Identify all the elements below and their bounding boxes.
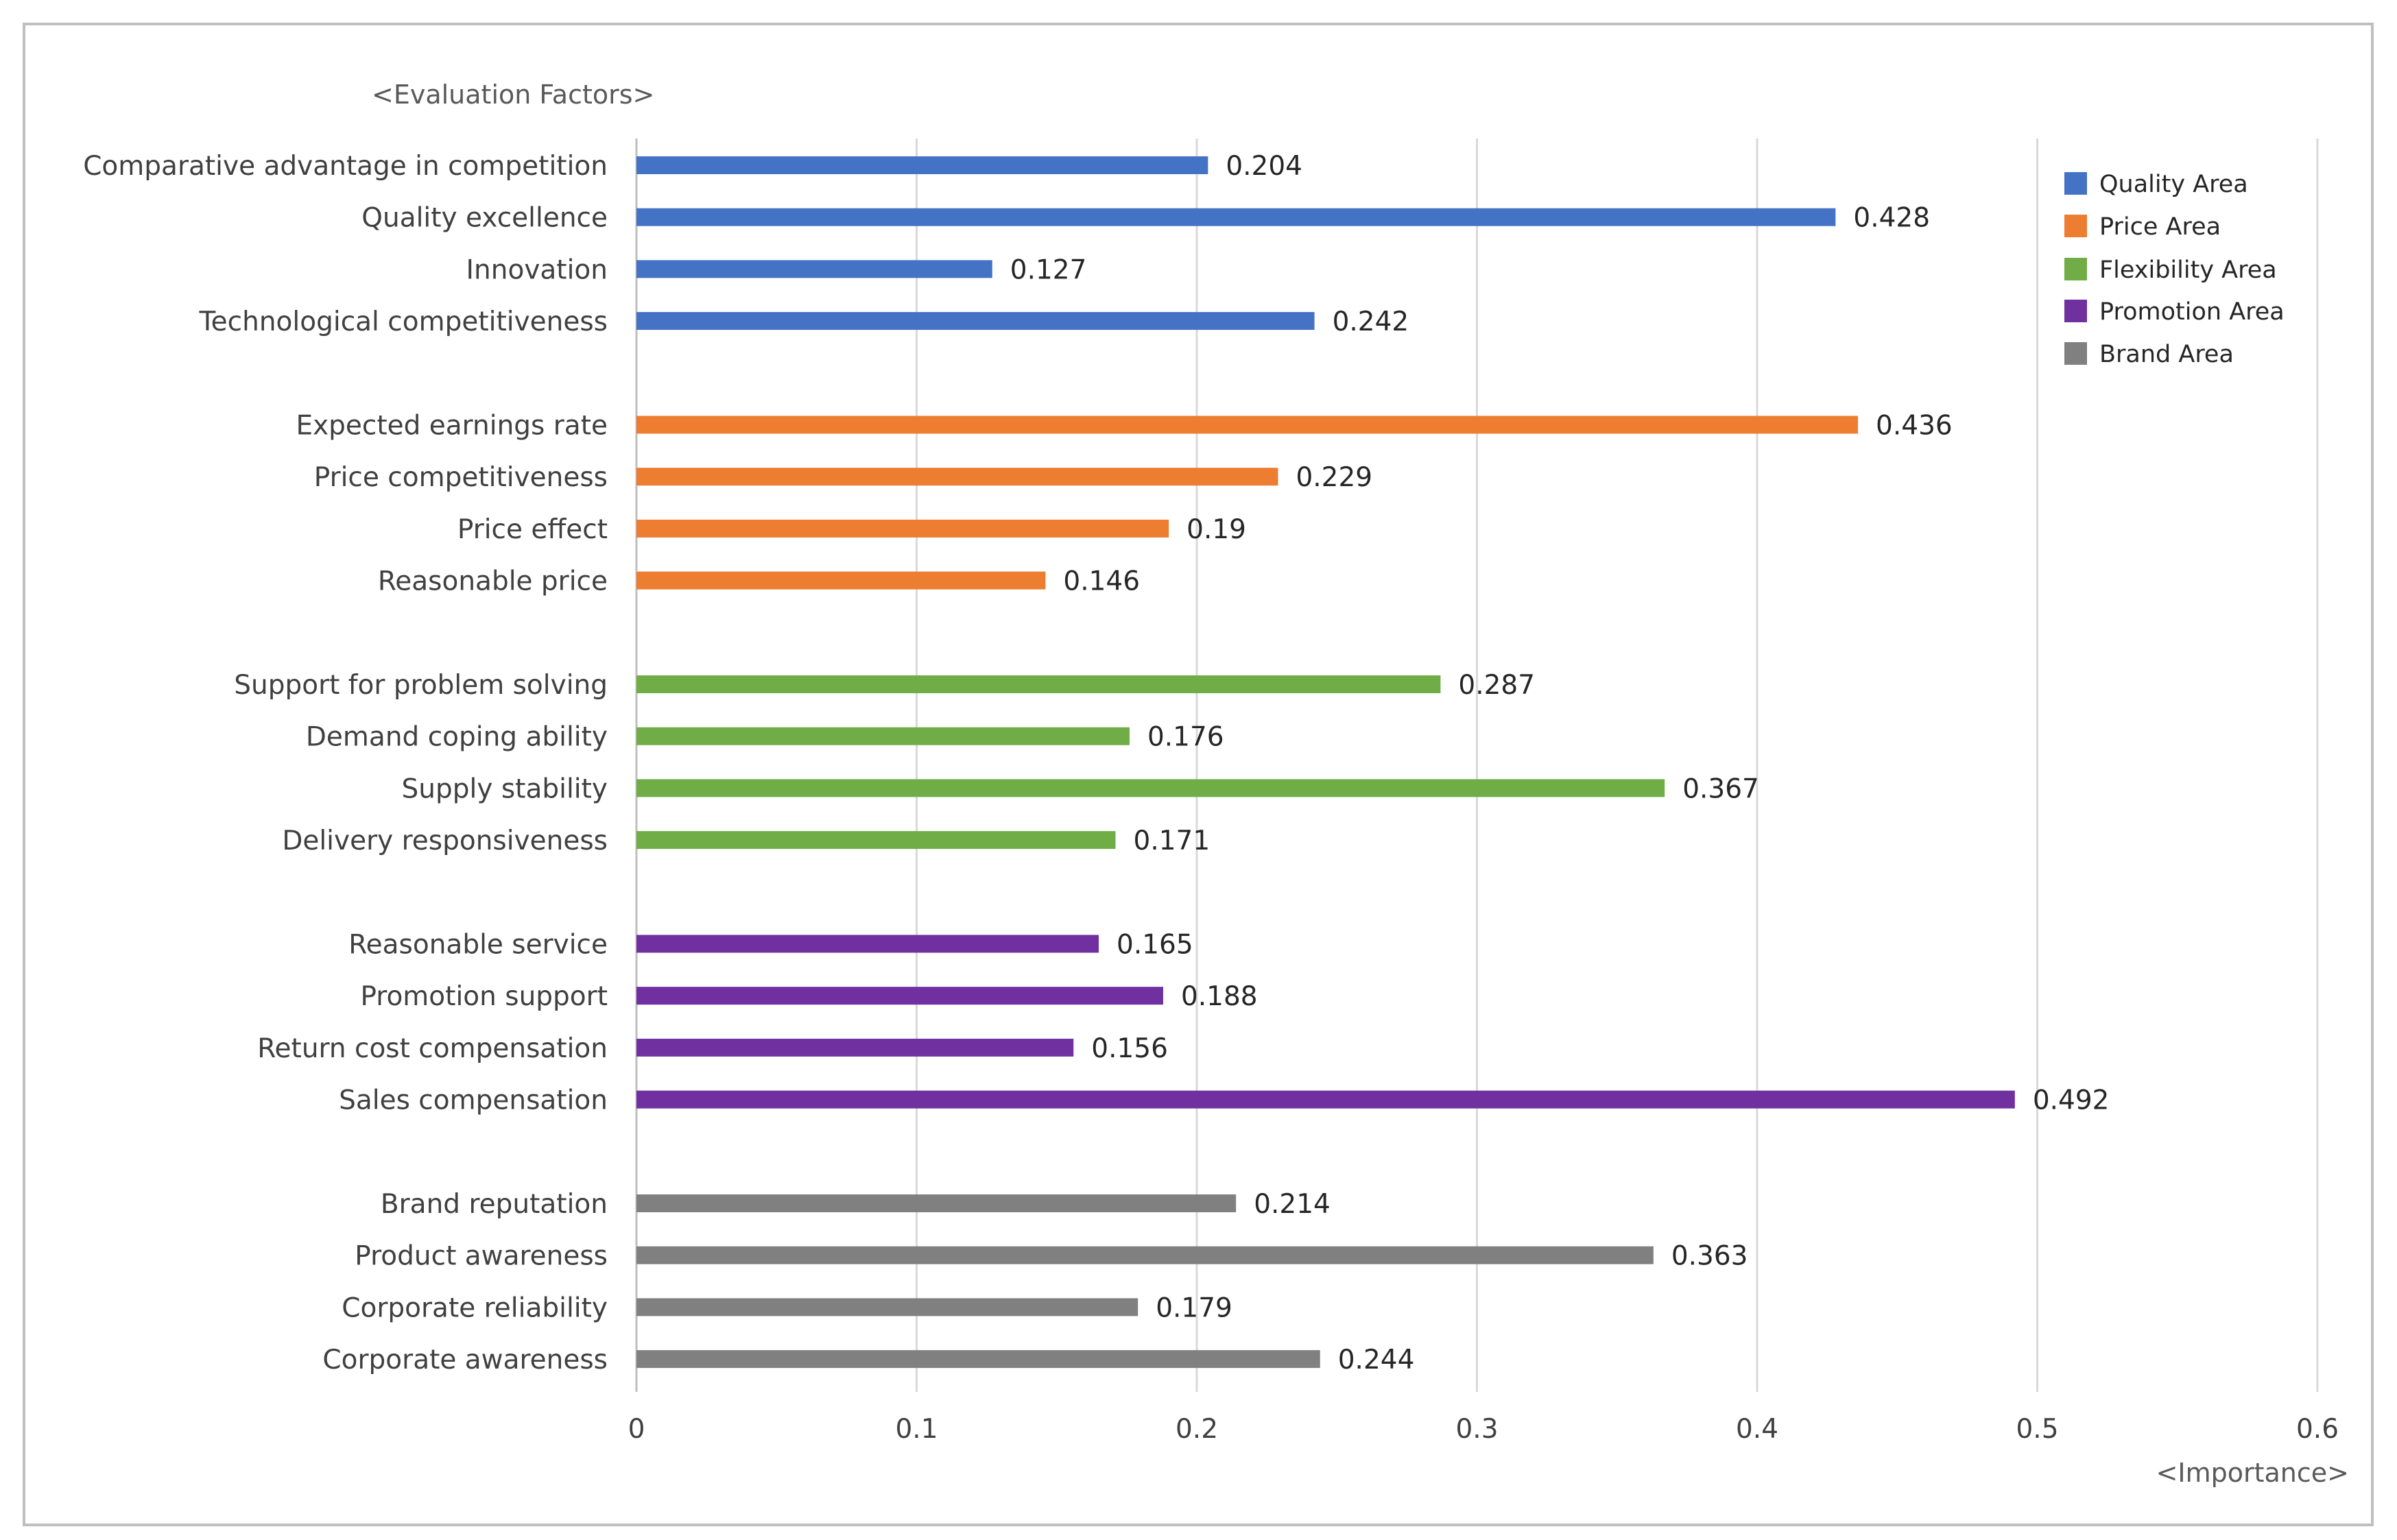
category-label: Return cost compensation [257,1033,608,1064]
bar [636,779,1665,797]
data-label: 0.287 [1458,670,1535,701]
data-label: 0.367 [1682,773,1759,804]
legend-swatch [2064,342,2087,365]
bar [636,1298,1138,1316]
data-label: 0.19 [1186,514,1246,545]
bar [636,1246,1654,1264]
data-label: 0.214 [1254,1189,1331,1220]
bar [636,831,1116,850]
x-tick-label: 0.4 [1736,1414,1778,1445]
legend-label: Promotion Area [2099,298,2285,326]
category-label: Expected earnings rate [296,411,608,442]
category-label: Corporate reliability [342,1292,608,1323]
data-label: 0.171 [1134,826,1211,856]
bars [636,156,2015,1369]
category-label: Promotion support [360,981,608,1012]
legend-label: Price Area [2099,213,2221,241]
gridlines [635,139,2319,1392]
data-label: 0.242 [1333,306,1409,337]
x-tick-labels: 0 0.1 0.2 0.3 0.4 0.5 0.6 [628,1414,2339,1445]
category-label: Reasonable price [378,566,608,597]
category-label: Price effect [457,514,608,545]
category-label: Quality excellence [361,203,608,234]
category-label: Delivery responsiveness [282,826,608,856]
category-label: Demand coping ability [306,722,608,753]
data-label: 0.146 [1063,566,1140,597]
bar [636,1038,1074,1057]
category-label: Reasonable service [348,930,608,961]
category-label: Supply stability [402,773,608,804]
data-label: 0.363 [1671,1241,1748,1272]
bar [636,208,1836,226]
chart-frame [23,23,2374,1526]
legend-swatch [2064,258,2087,280]
bar [636,987,1163,1005]
x-tick-label: 0.6 [2296,1414,2339,1445]
bar [636,260,992,278]
category-label: Comparative advantage in competition [83,151,608,182]
data-label: 0.176 [1147,722,1224,753]
data-label: 0.436 [1876,411,1953,442]
bar [636,1350,1320,1369]
x-tick-label: 0.2 [1176,1414,1218,1445]
x-tick-label: 0.3 [1455,1414,1498,1445]
bar [636,727,1130,745]
category-label: Sales compensation [339,1085,608,1116]
bar [636,312,1315,330]
bar [636,571,1046,590]
data-label: 0.188 [1181,981,1258,1012]
bar [636,519,1169,538]
bar [636,1194,1237,1212]
data-label: 0.204 [1226,151,1302,182]
legend-label: Brand Area [2099,341,2234,368]
x-tick-label: 0.5 [2016,1414,2058,1445]
category-label: Support for problem solving [234,670,608,701]
x-tick-label: 0.1 [895,1414,938,1445]
data-label: 0.165 [1117,930,1193,961]
y-axis-title: <Evaluation Factors> [372,80,654,110]
data-label: 0.428 [1853,203,1930,234]
category-labels: Comparative advantage in competition Qual… [83,151,608,1375]
data-label: 0.244 [1338,1345,1415,1375]
category-label: Price competitiveness [314,462,608,493]
category-label: Product awareness [355,1241,608,1272]
x-axis-title: <Importance> [2156,1458,2349,1488]
legend-swatch [2064,215,2087,237]
data-label: 0.156 [1091,1033,1168,1064]
bar [636,156,1208,174]
legend-swatch [2064,172,2087,195]
legend-label: Flexibility Area [2099,256,2277,284]
legend-swatch [2064,300,2087,322]
bar [636,1090,2015,1109]
data-label: 0.229 [1296,462,1372,493]
category-label: Technological competitiveness [198,306,608,337]
x-tick-label: 0 [628,1414,645,1445]
value-labels: 0.204 0.428 0.127 0.242 0.436 0.229 0.19 0.146 0… [1010,151,2110,1375]
bar [636,935,1099,953]
category-label: Innovation [466,254,608,285]
data-label: 0.127 [1010,254,1087,285]
bar [636,675,1441,693]
bar [636,416,1859,434]
data-label: 0.492 [2033,1085,2110,1116]
legend: Quality Area Price Area Flexibility Area Pr… [2064,171,2285,368]
bar [636,468,1278,486]
data-label: 0.179 [1156,1292,1232,1323]
category-label: Corporate awareness [322,1345,608,1375]
legend-label: Quality Area [2099,171,2248,198]
category-label: Brand reputation [381,1189,608,1220]
